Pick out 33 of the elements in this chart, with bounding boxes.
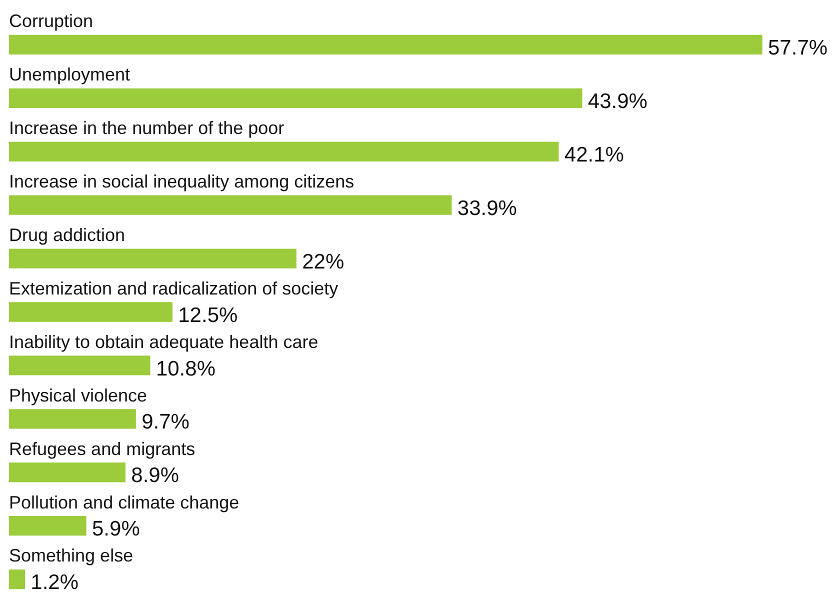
y-tick-label: Pollution and climate change [9,492,240,512]
y-tick-label: Drug addiction [9,225,126,246]
bar [9,34,762,55]
y-tick-label: Something else [9,546,134,566]
data-label: 10.8% [156,357,216,380]
y-tick-label: Inability to obtain adequate health care [9,332,318,352]
bar [9,462,126,482]
bar [9,195,452,215]
bar [9,302,172,322]
y-tick-label: Unemployment [9,64,130,85]
data-label: 8.9% [131,464,180,488]
y-tick-label: Corruption [9,11,94,32]
data-label: 42.1% [564,143,624,166]
bar [9,409,136,429]
data-label: 1.2% [30,571,79,594]
bar [9,516,86,536]
data-label: 9.7% [142,410,190,434]
bar [9,88,582,108]
data-label: 33.9% [457,196,517,220]
bar [9,356,150,376]
data-label: 43.9% [588,90,648,113]
data-label: 22% [302,250,344,274]
y-tick-label: Physical violence [9,385,148,406]
y-tick-label: Extemization and radicalization of society [9,278,338,298]
y-tick-label: Increase in social inequality among citizens [9,172,354,192]
bar [9,142,559,162]
y-tick-label: Refugees and migrants [9,438,196,459]
y-tick-label: Increase in the number of the poor [9,118,284,138]
data-label: 57.7% [768,36,828,60]
data-label: 5.9% [92,518,140,541]
bar [9,248,296,268]
data-label: 12.5% [178,304,238,327]
bar [9,569,25,590]
